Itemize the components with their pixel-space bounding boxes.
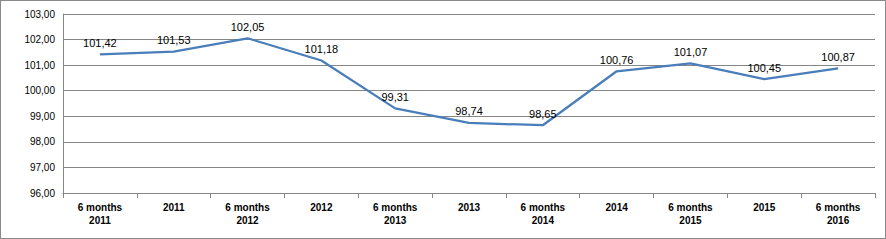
svg-text:99,00: 99,00 [30, 111, 55, 122]
svg-text:101,18: 101,18 [305, 43, 339, 55]
svg-text:100,76: 100,76 [600, 54, 634, 66]
svg-text:6 months: 6 months [373, 202, 418, 213]
svg-text:97,00: 97,00 [30, 162, 55, 173]
svg-text:2015: 2015 [753, 202, 776, 213]
svg-text:102,00: 102,00 [24, 34, 55, 45]
svg-text:101,00: 101,00 [24, 60, 55, 71]
svg-text:6 months: 6 months [816, 202, 861, 213]
svg-text:2012: 2012 [310, 202, 333, 213]
svg-text:2011: 2011 [163, 202, 185, 213]
svg-text:2013: 2013 [384, 215, 407, 226]
svg-text:102,05: 102,05 [231, 21, 265, 33]
svg-text:100,87: 100,87 [821, 51, 855, 63]
svg-text:6 months: 6 months [78, 202, 123, 213]
svg-text:96,00: 96,00 [30, 188, 55, 199]
svg-text:101,07: 101,07 [674, 46, 708, 58]
svg-text:6 months: 6 months [225, 202, 270, 213]
svg-text:98,00: 98,00 [30, 136, 55, 147]
svg-text:98,65: 98,65 [529, 108, 557, 120]
svg-text:103,00: 103,00 [24, 9, 55, 20]
svg-text:100,45: 100,45 [747, 62, 781, 74]
svg-text:2012: 2012 [236, 215, 259, 226]
svg-text:101,42: 101,42 [83, 37, 117, 49]
svg-text:2015: 2015 [679, 215, 702, 226]
svg-text:98,74: 98,74 [455, 105, 483, 117]
svg-text:2013: 2013 [458, 202, 481, 213]
svg-text:2011: 2011 [89, 215, 111, 226]
svg-text:6 months: 6 months [521, 202, 566, 213]
svg-text:100,00: 100,00 [24, 85, 55, 96]
svg-text:99,31: 99,31 [381, 91, 409, 103]
svg-text:6 months: 6 months [668, 202, 713, 213]
svg-text:2014: 2014 [532, 215, 555, 226]
svg-text:101,53: 101,53 [157, 34, 191, 46]
svg-text:2016: 2016 [827, 215, 850, 226]
svg-text:2014: 2014 [606, 202, 629, 213]
